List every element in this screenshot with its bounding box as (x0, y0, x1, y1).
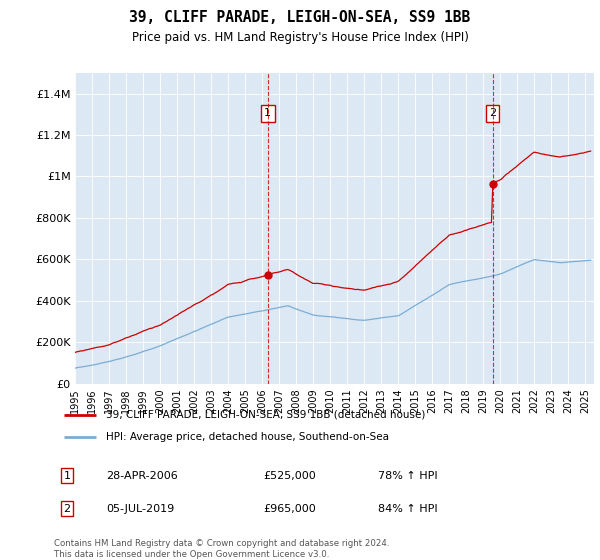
Text: 28-APR-2006: 28-APR-2006 (106, 470, 178, 480)
Text: 1: 1 (264, 108, 271, 118)
Text: 84% ↑ HPI: 84% ↑ HPI (377, 503, 437, 514)
Text: 05-JUL-2019: 05-JUL-2019 (106, 503, 175, 514)
Text: 39, CLIFF PARADE, LEIGH-ON-SEA, SS9 1BB (detached house): 39, CLIFF PARADE, LEIGH-ON-SEA, SS9 1BB … (106, 410, 425, 420)
Text: 2: 2 (489, 108, 496, 118)
Text: 78% ↑ HPI: 78% ↑ HPI (377, 470, 437, 480)
Text: 1: 1 (64, 470, 71, 480)
Text: £965,000: £965,000 (263, 503, 316, 514)
Text: 39, CLIFF PARADE, LEIGH-ON-SEA, SS9 1BB: 39, CLIFF PARADE, LEIGH-ON-SEA, SS9 1BB (130, 10, 470, 25)
Text: 2: 2 (64, 503, 71, 514)
Text: Contains HM Land Registry data © Crown copyright and database right 2024.
This d: Contains HM Land Registry data © Crown c… (54, 539, 389, 559)
Text: £525,000: £525,000 (263, 470, 316, 480)
Text: Price paid vs. HM Land Registry's House Price Index (HPI): Price paid vs. HM Land Registry's House … (131, 31, 469, 44)
Text: HPI: Average price, detached house, Southend-on-Sea: HPI: Average price, detached house, Sout… (106, 432, 389, 442)
